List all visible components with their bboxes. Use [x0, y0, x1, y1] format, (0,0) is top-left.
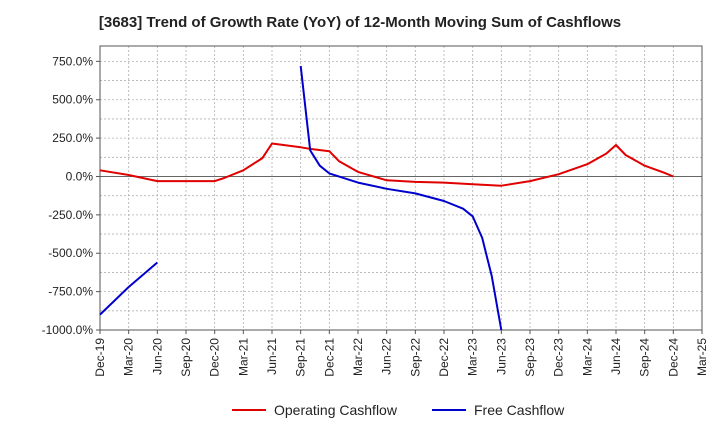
legend-swatch-operating — [232, 409, 266, 411]
y-tick-label: -750.0% — [48, 285, 93, 299]
y-tick-label: 0.0% — [66, 169, 94, 183]
y-tick-label: -250.0% — [48, 208, 93, 222]
y-tick-label: -500.0% — [48, 246, 93, 260]
x-tick-label: Jun-22 — [380, 338, 394, 375]
x-tick-label: Dec-20 — [208, 338, 222, 377]
x-tick-label: Dec-19 — [93, 338, 107, 377]
axes — [96, 45, 703, 334]
series-lines — [99, 65, 674, 331]
series-line-free-cashflow — [99, 261, 158, 316]
x-tick-label: Sep-20 — [179, 338, 193, 377]
x-tick-label: Mar-24 — [580, 338, 594, 376]
series-line-free-cashflow — [299, 65, 503, 331]
x-tick-label: Sep-21 — [294, 338, 308, 377]
x-tick-label: Mar-20 — [122, 338, 136, 376]
legend: Operating Cashflow Free Cashflow — [0, 402, 720, 426]
x-tick-label: Sep-22 — [408, 338, 422, 377]
grid-lines — [99, 46, 703, 331]
legend-swatch-free — [432, 409, 466, 411]
x-tick-label: Mar-22 — [351, 338, 365, 376]
legend-label-operating: Operating Cashflow — [274, 402, 397, 418]
x-tick-label: Jun-20 — [150, 338, 164, 375]
x-tick-label: Sep-24 — [638, 338, 652, 377]
x-tick-label: Dec-24 — [666, 338, 680, 377]
chart-title: [3683] Trend of Growth Rate (YoY) of 12-… — [98, 14, 622, 31]
x-tick-label: Mar-25 — [695, 338, 709, 376]
x-tick-label: Dec-22 — [437, 338, 451, 377]
series-line-operating-cashflow — [99, 142, 674, 187]
x-tick-labels: Dec-19 Mar-20 Jun-20 Sep-20 Dec-20 Mar-21 Jun-… — [93, 338, 709, 377]
y-tick-label: 750.0% — [52, 54, 93, 68]
legend-item-operating: Operating Cashflow — [232, 402, 397, 418]
y-tick-label: 500.0% — [52, 93, 93, 107]
y-tick-labels: 750.0% 500.0% 250.0% 0.0% -250.0% -500.0% -750… — [42, 54, 94, 337]
plot-frame — [99, 45, 703, 331]
x-tick-label: Mar-23 — [466, 338, 480, 376]
x-tick-label: Sep-23 — [523, 338, 537, 377]
x-tick-label: Dec-21 — [322, 338, 336, 377]
x-tick-label: Jun-21 — [265, 338, 279, 375]
legend-item-free: Free Cashflow — [432, 402, 564, 418]
x-tick-label: Dec-23 — [552, 338, 566, 377]
y-tick-label: -1000.0% — [42, 323, 94, 337]
legend-label-free: Free Cashflow — [474, 402, 565, 418]
x-tick-label: Jun-24 — [609, 338, 623, 375]
y-tick-label: 250.0% — [52, 131, 93, 145]
x-tick-label: Mar-21 — [236, 338, 250, 376]
x-tick-label: Jun-23 — [494, 338, 508, 375]
